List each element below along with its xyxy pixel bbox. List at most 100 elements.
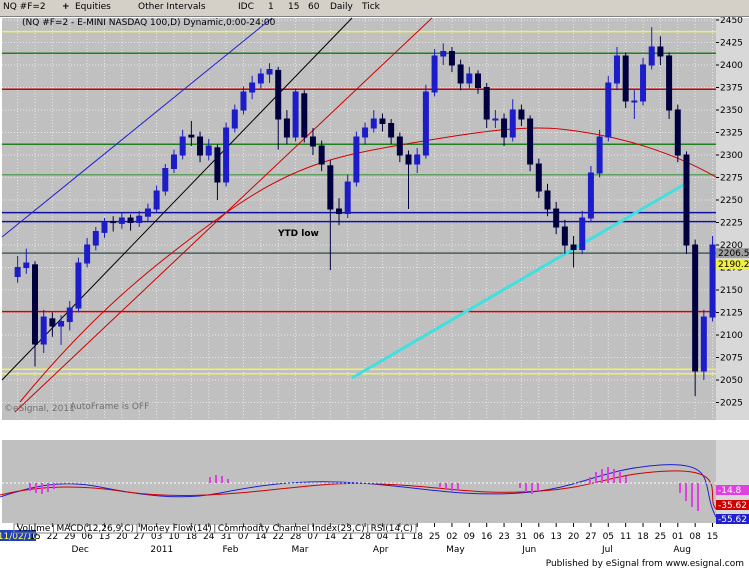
x-tick-label: 07: [307, 532, 318, 542]
menu-item[interactable]: Tick: [362, 2, 380, 12]
candle-body: [136, 215, 143, 224]
candle-body: [32, 264, 39, 345]
candle-body: [405, 154, 412, 165]
candle-body: [353, 136, 360, 183]
candle-body: [336, 208, 343, 215]
price-label: 2206.50: [718, 249, 749, 259]
x-tick-label: 20: [116, 532, 128, 542]
candle-body: [648, 46, 655, 66]
candle-body: [553, 208, 560, 228]
x-tick-label: 23: [498, 532, 509, 542]
indicator-tab[interactable]: Volume: [17, 524, 51, 534]
candle-body: [622, 55, 629, 102]
candle-body: [75, 262, 82, 309]
candle-body: [388, 122, 395, 138]
candle-body: [492, 118, 499, 121]
x-tick-label: 14: [255, 532, 267, 542]
candle-body: [40, 316, 47, 345]
candle-body: [535, 163, 542, 192]
candle-body: [457, 64, 464, 84]
x-tick-label: 11/02/10: [0, 532, 38, 542]
menu-item[interactable]: 15: [288, 2, 300, 12]
macd-histogram: [29, 467, 699, 511]
candle-body: [162, 168, 169, 192]
candle-body: [127, 217, 134, 224]
candle-body: [223, 127, 230, 183]
y-tick-label: 2400: [720, 61, 743, 71]
indicator-box: [716, 485, 749, 495]
candle-body: [422, 91, 429, 156]
month-label: Jul: [601, 545, 613, 555]
candle-body: [700, 316, 707, 372]
x-tick-label: 22: [47, 532, 58, 542]
indicator-tab[interactable]: MACD(12,26,9,C): [56, 524, 134, 534]
y-tick-label: 2075: [720, 354, 743, 364]
candle-body: [344, 181, 351, 215]
indicator-label: -35.62: [718, 501, 747, 511]
x-tick-label: 18: [637, 532, 649, 542]
month-label: Dec: [71, 545, 88, 555]
month-label: May: [446, 545, 465, 555]
candle-body: [153, 190, 160, 210]
candle-body: [301, 93, 308, 138]
x-tick-label: 20: [568, 532, 580, 542]
indicator-lines: [0, 17, 717, 518]
selected-date-box: [0, 530, 36, 541]
candle-body: [466, 73, 473, 84]
menu-item[interactable]: Daily: [330, 2, 353, 12]
month-label: Mar: [291, 545, 308, 555]
candle-body: [214, 147, 221, 183]
menu-item[interactable]: Equities: [75, 2, 111, 12]
candle-body: [318, 145, 325, 165]
signal-line: [0, 470, 717, 510]
candle-body: [231, 109, 238, 129]
y-tick-label: 2275: [720, 174, 743, 184]
price-box: [716, 259, 749, 269]
y-tick-label: 2375: [720, 83, 743, 93]
candle-body: [657, 46, 664, 57]
x-tick-label: 18: [186, 532, 198, 542]
x-tick-label: 11: [620, 532, 631, 542]
y-tick-label: 2300: [720, 151, 743, 161]
annotation: YTD low: [277, 229, 319, 239]
candle-body: [396, 136, 403, 156]
x-tick-label: 24: [203, 532, 215, 542]
indicator-tab[interactable]: Money Flow(14): [140, 524, 212, 534]
tab-frame: [367, 523, 417, 534]
trend-line: [351, 179, 691, 380]
candle-body: [570, 244, 577, 251]
candle-body: [292, 91, 299, 138]
add-button[interactable]: +: [62, 2, 70, 12]
candle-body: [179, 136, 186, 156]
candle-body: [23, 262, 30, 269]
candle-body: [188, 134, 195, 138]
candle-layer: [14, 27, 716, 397]
symbol-box[interactable]: NQ #F=2: [3, 2, 46, 12]
indicator-tab[interactable]: RSI(14,C): [371, 524, 413, 534]
candle-body: [561, 226, 568, 246]
menu-item[interactable]: Other Intervals: [138, 2, 206, 12]
x-tick-label: 25: [429, 532, 440, 542]
x-tick-label: 22: [272, 532, 283, 542]
month-label: Feb: [222, 545, 238, 555]
y-tick-label: 2100: [720, 331, 743, 341]
candle-body: [527, 118, 534, 165]
x-tick-label: 03: [151, 532, 162, 542]
menu-item[interactable]: 1: [268, 2, 274, 12]
candle-body: [431, 55, 438, 93]
x-tick-label: 31: [220, 532, 231, 542]
menu-item[interactable]: 60: [308, 2, 320, 12]
x-tick-label: 13: [550, 532, 561, 542]
month-label: Apr: [373, 545, 389, 555]
candle-body: [170, 154, 177, 170]
candle-body: [596, 136, 603, 174]
indicator-label: -55.62: [718, 515, 747, 525]
indicator-tab[interactable]: Commodity Channel Index(23,C): [218, 524, 365, 534]
candle-body: [448, 50, 455, 66]
candle-body: [92, 231, 99, 246]
menu-item[interactable]: IDC: [238, 2, 254, 12]
x-tick-label: 28: [359, 532, 371, 542]
candle-body: [327, 165, 334, 210]
candle-body: [692, 244, 699, 372]
